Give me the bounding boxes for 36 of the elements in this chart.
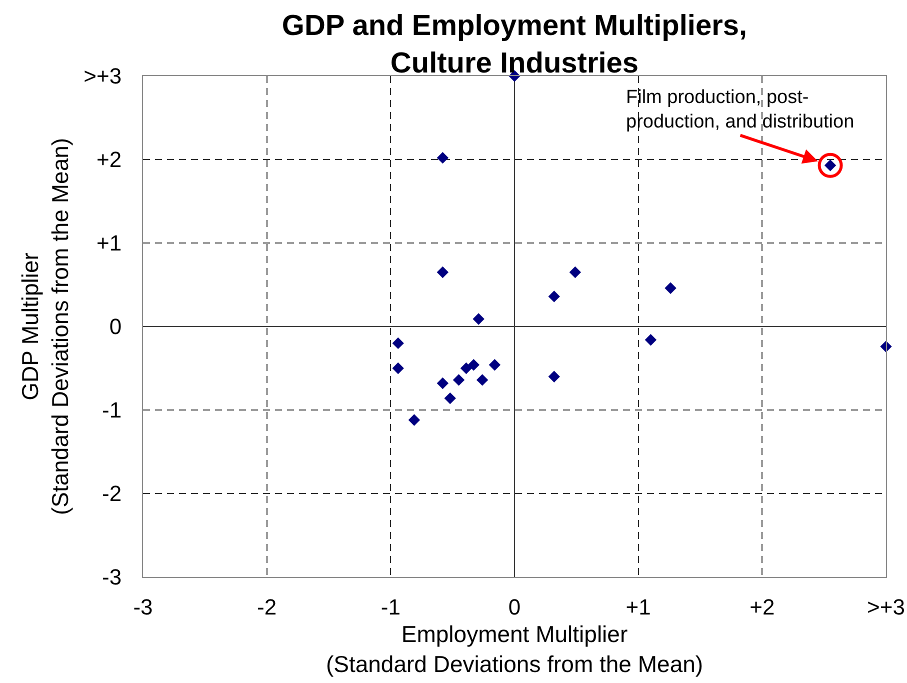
x-tick-label: 0 — [508, 594, 521, 620]
x-tick-label: -1 — [380, 594, 400, 620]
point — [548, 290, 560, 302]
x-tick-label: +2 — [750, 594, 775, 620]
point — [392, 362, 404, 374]
point — [436, 266, 449, 278]
x-tick-label: +1 — [626, 594, 651, 620]
point — [408, 414, 420, 426]
point — [452, 374, 465, 386]
point — [548, 370, 560, 382]
y-tick-label: +2 — [96, 147, 122, 172]
y-tick-label: -2 — [102, 481, 122, 506]
point — [468, 359, 480, 371]
chart-title: GDP and Employment Multipliers, Culture Industries — [282, 10, 748, 80]
point — [392, 337, 404, 350]
point — [569, 266, 582, 278]
x-tick-label: >+3 — [867, 594, 905, 620]
y-tick-label: -3 — [102, 564, 122, 590]
y-tick-label: >+3 — [84, 64, 122, 89]
point — [488, 359, 501, 371]
y-tick-label: -1 — [102, 398, 122, 423]
point — [436, 152, 449, 164]
point — [444, 392, 456, 404]
point — [460, 362, 472, 374]
y-tick-label: 0 — [109, 314, 122, 340]
point — [472, 313, 484, 325]
y-axis-title: GDP Multiplier (Standard Deviations from the Mean) — [17, 138, 74, 516]
annotation: Film production, post- production, and distribution — [626, 87, 854, 133]
point — [436, 377, 449, 390]
x-tick-label: -3 — [133, 594, 153, 620]
point — [644, 334, 657, 346]
x-tick-label: -2 — [257, 594, 277, 620]
x-axis-title: Employment Multiplier (Standard Deviations from the Mean) — [326, 621, 704, 677]
point — [476, 374, 488, 386]
point — [664, 282, 676, 294]
y-tick-label: +1 — [96, 230, 122, 256]
